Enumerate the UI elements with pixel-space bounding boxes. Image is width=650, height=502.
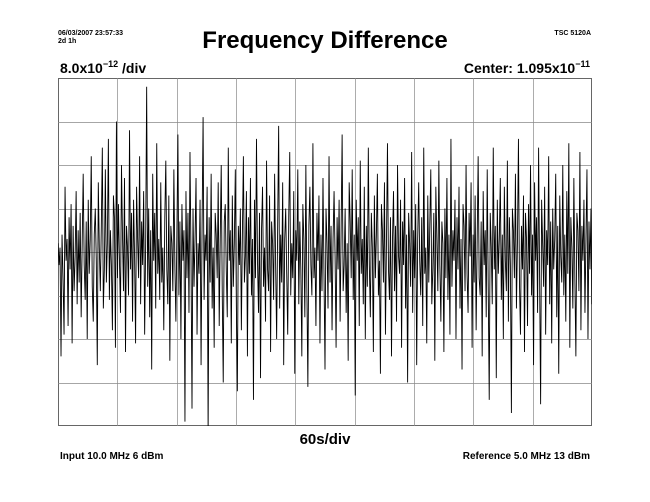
center-label: Center: 1.095x10−11 (463, 59, 590, 76)
y-scale-label: 8.0x10−12 /div (60, 59, 147, 76)
y-scale-suffix: /div (118, 60, 147, 76)
y-scale-prefix: 8.0x10 (60, 60, 103, 76)
frequency-trace (58, 86, 592, 426)
center-prefix: Center: 1.095x10 (463, 60, 576, 76)
duration-label: 2d 1h (58, 38, 77, 45)
timestamp-label: 06/03/2007 23:57:33 (58, 30, 123, 37)
reference-label: Reference 5.0 MHz 13 dBm (462, 451, 590, 462)
x-scale-label: 60s/div (299, 431, 351, 448)
input-label: Input 10.0 MHz 6 dBm (60, 451, 164, 462)
instrument-label: TSC 5120A (554, 30, 591, 37)
chart-title: Frequency Difference (202, 27, 448, 54)
y-scale-exponent: −12 (102, 59, 119, 69)
center-exponent: −11 (575, 59, 590, 69)
frequency-difference-plot (58, 78, 592, 426)
frequency-difference-line (58, 86, 592, 426)
